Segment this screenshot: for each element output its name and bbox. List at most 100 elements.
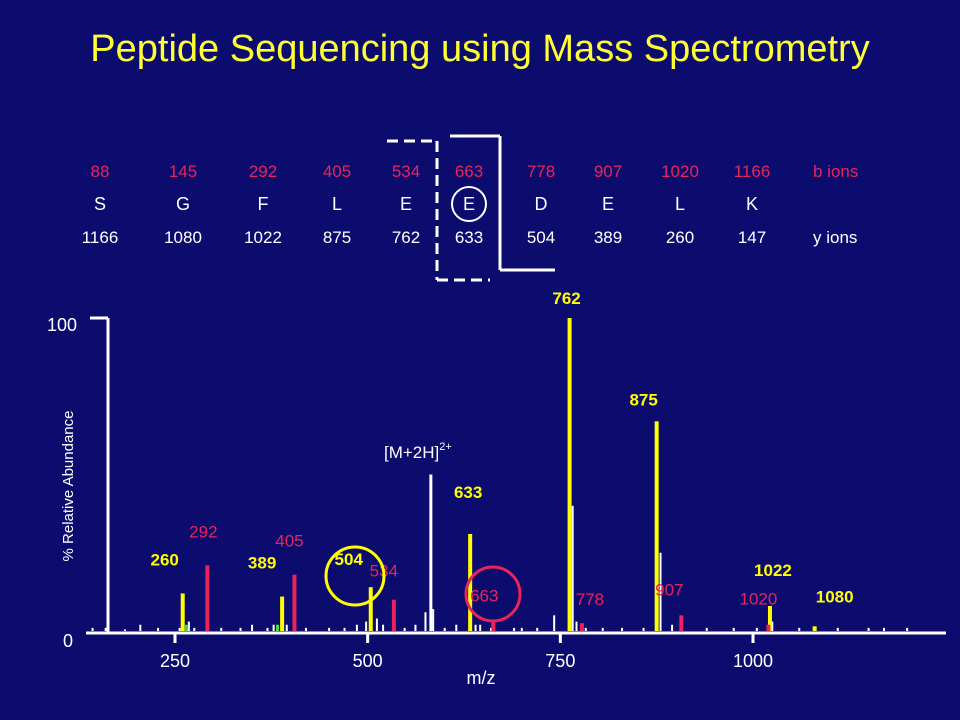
x-axis-label: m/z	[467, 668, 496, 688]
fragmentation-bracket	[387, 134, 555, 282]
y-ion-9: 147	[737, 228, 767, 247]
green-peak-0	[185, 624, 189, 631]
minor-peak-39	[620, 627, 623, 631]
minor-peak-3	[139, 624, 142, 631]
minor-peak-30	[489, 627, 492, 631]
minor-peak-18	[365, 621, 368, 631]
residue-0: S	[93, 194, 106, 214]
b-ion-peak-label-663: 663	[470, 587, 498, 606]
y-ion-1: 1080	[164, 228, 202, 247]
residue-7: E	[601, 194, 614, 214]
minor-peak-6	[187, 621, 190, 631]
minor-peak-35	[571, 505, 574, 631]
b-ion-peak-label-405: 405	[275, 532, 303, 551]
b-ion-peak-label-292: 292	[189, 522, 217, 541]
minor-peak-42	[671, 624, 674, 631]
minor-peak-32	[520, 627, 523, 631]
minor-peak-13	[285, 624, 288, 631]
y-ion-peak-504	[368, 587, 373, 631]
b-ions-label: b ions	[813, 162, 859, 181]
b-ion-peak-405	[292, 574, 297, 631]
minor-peak-38	[601, 627, 604, 631]
b-ion-peak-778	[579, 623, 584, 631]
minor-peak-12	[272, 624, 275, 631]
minor-peak-47	[798, 627, 801, 631]
minor-peak-41	[659, 552, 662, 631]
precursor-peak	[429, 474, 433, 631]
minor-peak-1	[104, 627, 107, 631]
minor-peak-11	[266, 627, 269, 631]
y-ion-0: 1166	[81, 228, 119, 247]
y-ion-peak-762	[567, 318, 572, 631]
minor-peak-36	[575, 621, 578, 631]
y-ion-6: 504	[526, 228, 556, 247]
b-ion-9: 1166	[733, 162, 771, 181]
y-ion-2: 1022	[244, 228, 282, 247]
y-ion-peak-label-875: 875	[629, 390, 657, 409]
x-tick-label-3: 1000	[733, 651, 773, 671]
minor-peak-16	[343, 627, 346, 631]
y-axis-label: % Relative Abundance	[60, 411, 77, 562]
minor-peak-22	[403, 627, 406, 631]
minor-peak-37	[584, 627, 587, 631]
b-ion-5: 663	[454, 162, 484, 181]
minor-peak-25	[432, 609, 435, 631]
b-ion-2: 292	[248, 162, 278, 181]
b-ion-peak-label-907: 907	[655, 580, 683, 599]
minor-peak-45	[755, 627, 758, 631]
y-ion-5: 633	[454, 228, 484, 247]
minor-peak-48	[836, 627, 839, 631]
x-tick-label-1: 500	[353, 651, 383, 671]
b-ion-0: 88	[90, 162, 110, 181]
minor-peak-5	[178, 627, 181, 631]
minor-peak-15	[328, 627, 331, 631]
y-ion-peak-label-389: 389	[248, 554, 276, 573]
b-ion-peak-292	[205, 565, 210, 631]
minor-peak-51	[906, 627, 909, 631]
residue-9: K	[745, 194, 758, 214]
minor-peak-9	[239, 627, 242, 631]
green-peak-1	[275, 624, 279, 631]
b-ion-3: 405	[322, 162, 352, 181]
minor-peak-24	[424, 612, 427, 631]
y-ion-peak-label-1022: 1022	[754, 561, 792, 580]
residue-5: E	[462, 194, 475, 214]
peaks-group	[91, 318, 909, 631]
minor-peak-14	[305, 627, 308, 631]
x-tick-label-0: 250	[160, 651, 190, 671]
y-tick-label-100: 100	[47, 315, 77, 335]
minor-peak-40	[642, 627, 645, 631]
b-ion-7: 907	[593, 162, 623, 181]
y-ion-peak-label-762: 762	[552, 289, 580, 308]
y-ion-peak-1022	[767, 605, 772, 631]
b-ion-peak-534	[391, 599, 396, 631]
minor-peak-43	[705, 627, 708, 631]
y-ion-3: 875	[322, 228, 352, 247]
b-ion-peak-663	[491, 621, 496, 631]
y-tick-label-0: 0	[63, 631, 73, 651]
y-ion-peak-1080	[812, 626, 817, 631]
minor-peak-29	[479, 624, 482, 631]
precursor-label: [M+2H]2+	[384, 441, 452, 462]
y-ion-peak-875	[654, 421, 659, 631]
minor-peak-10	[251, 624, 254, 631]
minor-peak-33	[536, 627, 539, 631]
b-ion-4: 534	[391, 162, 421, 181]
residue-1: G	[175, 194, 190, 214]
b-ion-6: 778	[526, 162, 556, 181]
y-ion-peak-260	[180, 593, 185, 631]
y-ion-4: 762	[391, 228, 421, 247]
b-ion-8: 1020	[661, 162, 699, 181]
y-ion-peak-label-260: 260	[151, 550, 179, 569]
y-ion-peak-label-504: 504	[335, 550, 364, 569]
minor-peak-34	[553, 615, 556, 631]
residue-8: L	[674, 194, 685, 214]
b-ion-peak-907	[679, 615, 684, 631]
minor-peak-26	[443, 627, 446, 631]
b-ion-1: 145	[168, 162, 198, 181]
residue-3: L	[331, 194, 342, 214]
peak-663-circle	[464, 565, 522, 623]
minor-peak-28	[474, 624, 477, 631]
precursor-label-text: [M+2H]	[384, 443, 439, 462]
x-tick-label-2: 750	[545, 651, 575, 671]
